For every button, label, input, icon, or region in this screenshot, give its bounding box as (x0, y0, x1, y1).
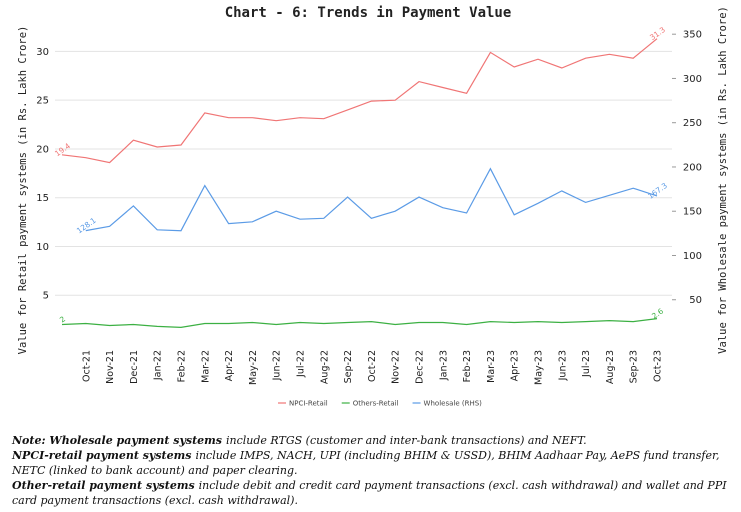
series-line (85, 167, 658, 232)
y-tick-label: 20 (36, 144, 49, 155)
y2-tick-label: 150 (683, 207, 702, 218)
x-tick-label: Jun-23 (557, 350, 568, 381)
y2-axis-label: Value for Wholesale payment systems (in … (717, 6, 729, 354)
x-tick-label: Jan-22 (153, 350, 164, 381)
x-tick-label: May-23 (534, 350, 545, 385)
x-tick-label: Aug-23 (605, 350, 616, 384)
legend-label: NPCI-Retail (289, 400, 328, 408)
y-axis-label: Value for Retail payment systems (in Rs.… (17, 26, 29, 355)
data-label: 31.3 (648, 25, 667, 42)
x-tick-label: Apr-22 (224, 350, 235, 381)
data-label: 2 (58, 314, 67, 324)
x-tick-label: Apr-23 (510, 350, 521, 381)
y2-tick-label: 50 (689, 295, 702, 306)
chart: Chart - 6: Trends in Payment Value Value… (17, 5, 729, 408)
y-tick-label: 5 (43, 291, 49, 302)
note-lead: NPCI-retail payment systems (12, 449, 192, 462)
note-text: include RTGS (customer and inter-bank tr… (226, 434, 587, 447)
y2-tick-label: 200 (683, 162, 702, 173)
note-lead: Note: Wholesale payment systems (12, 434, 222, 447)
data-label: 2.6 (650, 306, 665, 320)
x-tick-label: Jul-23 (581, 350, 592, 378)
x-tick-label: Sep-23 (629, 350, 640, 383)
note-text: include IMPS, NACH, UPI (including BHIM … (12, 449, 720, 477)
x-tick-label: May-22 (248, 350, 259, 385)
series-line (61, 318, 658, 329)
legend-label: Wholesale (RHS) (424, 400, 483, 408)
x-tick-label: Sep-22 (343, 350, 354, 383)
data-label: 128.1 (75, 216, 98, 236)
note-text: include debit and credit card payment tr… (12, 479, 727, 507)
note: NPCI-retail payment systems include IMPS,… (12, 448, 732, 478)
chart-title: Chart - 6: Trends in Payment Value (225, 5, 512, 21)
x-tick-label: Nov-21 (105, 350, 116, 384)
y2-tick-label: 350 (683, 30, 702, 41)
note: Note: Wholesale payment systems include R… (12, 433, 732, 448)
x-tick-label: Aug-22 (319, 350, 330, 384)
x-tick-label: Oct-23 (653, 350, 664, 382)
x-tick-label: Oct-21 (81, 350, 92, 382)
legend-label: Others-Retail (353, 400, 399, 408)
note: Other-retail payment systems include debi… (12, 478, 732, 508)
y2-tick-label: 250 (683, 118, 702, 129)
x-tick-label: Jun-22 (272, 350, 283, 381)
y-tick-label: 25 (36, 96, 49, 107)
y2-tick-label: 300 (683, 74, 702, 85)
series-line (61, 38, 658, 164)
x-tick-label: Feb-23 (462, 350, 473, 382)
x-tick-label: Feb-22 (177, 350, 188, 382)
x-tick-label: Mar-23 (486, 350, 497, 383)
x-tick-label: Nov-22 (391, 350, 402, 384)
y2-tick-label: 100 (683, 251, 702, 262)
y-tick-label: 30 (36, 47, 49, 58)
notes: Note: Wholesale payment systems include R… (12, 433, 732, 508)
x-tick-label: Jan-23 (438, 350, 449, 381)
note-lead: Other-retail payment systems (12, 479, 195, 492)
x-tick-label: Dec-22 (415, 350, 426, 384)
y-tick-label: 10 (36, 242, 49, 253)
x-tick-label: Oct-22 (367, 350, 378, 382)
y-tick-label: 15 (36, 193, 49, 204)
x-tick-label: Dec-21 (129, 350, 140, 384)
x-tick-label: Jul-22 (296, 350, 307, 378)
x-tick-label: Mar-22 (200, 350, 211, 383)
